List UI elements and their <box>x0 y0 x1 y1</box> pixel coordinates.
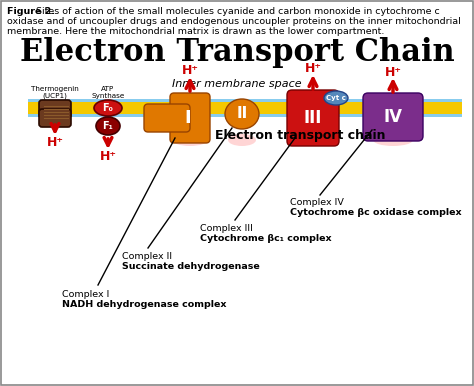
Text: H⁺: H⁺ <box>46 137 64 149</box>
Text: H⁺: H⁺ <box>182 64 199 78</box>
Ellipse shape <box>295 134 331 146</box>
Text: Succinate dehydrogenase: Succinate dehydrogenase <box>122 262 260 271</box>
Bar <box>28 99 462 102</box>
FancyBboxPatch shape <box>144 104 190 132</box>
Text: II: II <box>237 107 247 122</box>
Text: oxidase and of uncoupler drugs and endogenous uncoupler proteins on the inner mi: oxidase and of uncoupler drugs and endog… <box>7 17 461 26</box>
FancyBboxPatch shape <box>39 109 71 127</box>
Ellipse shape <box>172 134 208 146</box>
Ellipse shape <box>373 134 413 146</box>
Text: IV: IV <box>383 108 402 126</box>
Ellipse shape <box>94 100 122 116</box>
Text: ATP
Synthase: ATP Synthase <box>91 86 125 99</box>
Text: Complex I: Complex I <box>62 290 109 299</box>
Text: NADH dehydrogenase complex: NADH dehydrogenase complex <box>62 300 227 309</box>
FancyBboxPatch shape <box>39 100 71 118</box>
Ellipse shape <box>324 91 348 105</box>
Text: H⁺: H⁺ <box>304 63 321 76</box>
Text: F₀: F₀ <box>102 103 113 113</box>
Text: Electron transport chain: Electron transport chain <box>215 129 385 142</box>
FancyBboxPatch shape <box>287 90 339 146</box>
Ellipse shape <box>96 117 120 135</box>
Bar <box>28 102 462 114</box>
Text: Complex III: Complex III <box>200 224 253 233</box>
Ellipse shape <box>225 99 259 129</box>
Text: Cyt c: Cyt c <box>326 95 346 101</box>
FancyBboxPatch shape <box>363 93 423 141</box>
Text: Cytochrome βc oxidase complex: Cytochrome βc oxidase complex <box>290 208 462 217</box>
Ellipse shape <box>228 134 256 146</box>
Text: F₁: F₁ <box>102 121 113 131</box>
Text: I: I <box>185 109 191 127</box>
Text: Figure 2.: Figure 2. <box>7 7 55 16</box>
Text: Thermogenin
(UCP1): Thermogenin (UCP1) <box>31 86 79 99</box>
Text: Complex IV: Complex IV <box>290 198 344 207</box>
Text: Cytochrome βc₁ complex: Cytochrome βc₁ complex <box>200 234 332 243</box>
Text: Inner membrane space: Inner membrane space <box>172 79 302 89</box>
Text: Electron Transport Chain: Electron Transport Chain <box>19 37 455 68</box>
Text: H⁺: H⁺ <box>384 66 401 78</box>
Text: Complex II: Complex II <box>122 252 172 261</box>
Text: III: III <box>304 109 322 127</box>
Bar <box>28 114 462 117</box>
Text: Sites of action of the small molecules cyanide and carbon monoxide in cytochrome: Sites of action of the small molecules c… <box>33 7 440 16</box>
Text: membrane. Here the mitochondrial matrix is drawn as the lower compartment.: membrane. Here the mitochondrial matrix … <box>7 27 384 36</box>
FancyBboxPatch shape <box>170 93 210 143</box>
Text: H⁺: H⁺ <box>100 151 117 164</box>
